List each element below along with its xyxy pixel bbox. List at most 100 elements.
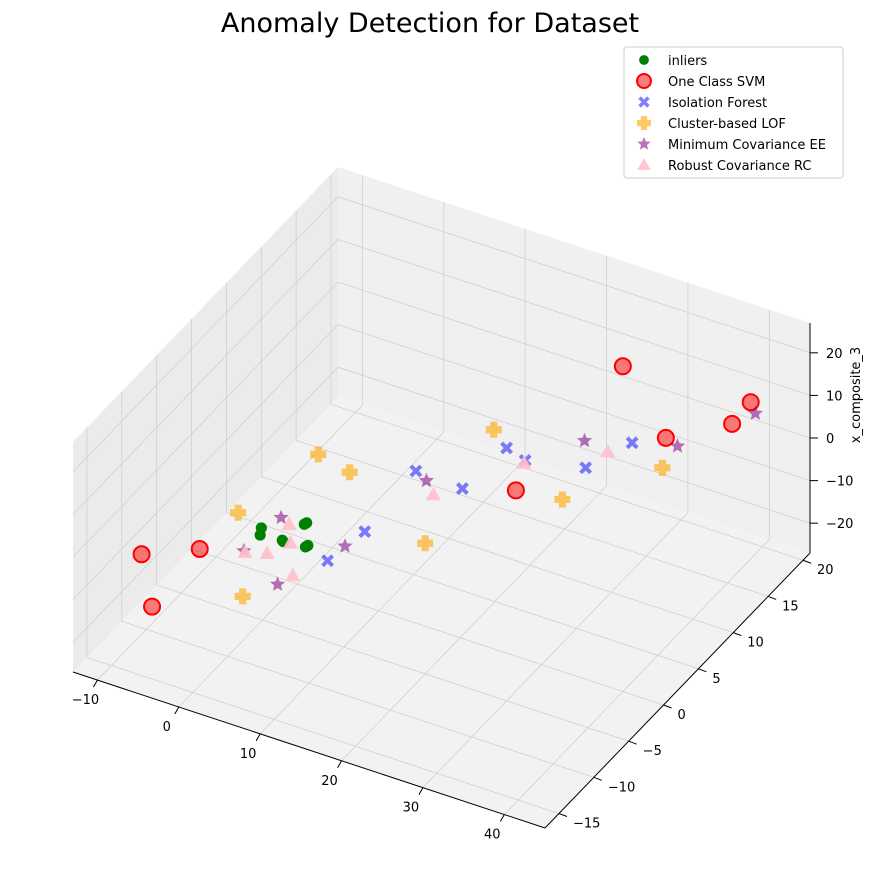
x-tick-label: 0 bbox=[163, 720, 171, 735]
grid-z-left bbox=[72, 239, 339, 515]
x-tick-mark bbox=[418, 787, 424, 795]
legend-box bbox=[623, 46, 844, 179]
grid-y-floor bbox=[330, 403, 804, 561]
legend-label: Minimum Covariance EE bbox=[668, 138, 826, 153]
data-point bbox=[625, 436, 639, 450]
legend-label: Cluster-based LOF bbox=[668, 117, 786, 132]
grid-y-floor bbox=[86, 657, 560, 814]
x-axis-line bbox=[72, 671, 546, 829]
data-point bbox=[723, 414, 742, 433]
data-point bbox=[302, 539, 314, 552]
legend-marker bbox=[636, 73, 652, 89]
y-tick-label: −15 bbox=[573, 817, 600, 832]
data-point bbox=[656, 428, 675, 447]
legend: inliers One Class SVM Isolation Forest Clus… bbox=[623, 46, 844, 179]
y-tick-mark bbox=[733, 632, 742, 637]
data-point bbox=[669, 438, 686, 453]
legend-marker bbox=[637, 158, 651, 170]
data-point bbox=[190, 539, 209, 558]
y-axis-line bbox=[544, 552, 811, 829]
grid-z-back bbox=[337, 281, 811, 439]
grid-x-floor bbox=[259, 458, 526, 735]
y-tick-mark bbox=[802, 559, 812, 564]
grid-z-back bbox=[337, 324, 811, 481]
y-tick-label: 0 bbox=[678, 708, 686, 723]
y-tick-mark bbox=[663, 704, 672, 709]
y-tick-mark bbox=[698, 668, 707, 673]
grid-y-floor bbox=[156, 584, 629, 742]
data-point bbox=[281, 516, 297, 531]
data-point bbox=[237, 544, 253, 558]
data-point bbox=[310, 446, 327, 463]
y-tick-label: 5 bbox=[712, 672, 720, 687]
axes-panes bbox=[73, 167, 810, 828]
series-isolation-forest bbox=[321, 436, 639, 568]
legend-marker bbox=[637, 137, 651, 150]
grid-z-back bbox=[337, 196, 811, 354]
data-point bbox=[747, 405, 763, 420]
x-tick-mark bbox=[499, 814, 505, 822]
data-point bbox=[500, 441, 513, 455]
data-point bbox=[516, 455, 532, 469]
data-point bbox=[230, 504, 247, 521]
data-point bbox=[285, 567, 301, 582]
data-point bbox=[654, 459, 671, 476]
data-point bbox=[321, 554, 334, 568]
series-robust-covariance-rc bbox=[237, 443, 616, 582]
data-point bbox=[132, 545, 151, 564]
data-point bbox=[259, 545, 275, 559]
y-tick-label: 10 bbox=[747, 636, 764, 651]
grid-x-floor bbox=[504, 539, 770, 815]
z-tick-label: −20 bbox=[826, 517, 853, 532]
data-point bbox=[282, 534, 298, 549]
data-point bbox=[485, 421, 502, 438]
legend-label: Robust Covariance RC bbox=[668, 159, 812, 174]
floor-pane bbox=[73, 397, 810, 828]
legend-marker bbox=[637, 116, 651, 130]
legend-marker bbox=[639, 55, 649, 65]
y-tick-mark bbox=[628, 740, 637, 745]
grid-x-floor bbox=[422, 512, 689, 788]
grid-y-floor bbox=[121, 620, 594, 778]
data-point bbox=[298, 518, 310, 530]
data-point bbox=[273, 509, 289, 525]
x-tick-mark bbox=[255, 733, 261, 742]
data-point bbox=[270, 576, 286, 591]
data-point bbox=[613, 357, 632, 376]
grid-z-left bbox=[72, 366, 339, 643]
series-inliers bbox=[254, 517, 314, 553]
legend-label: Isolation Forest bbox=[668, 96, 767, 111]
z-tick-label: −10 bbox=[826, 475, 853, 490]
data-point bbox=[554, 491, 571, 508]
data-point bbox=[409, 464, 423, 478]
y-tick-mark bbox=[558, 813, 568, 817]
data-point bbox=[358, 525, 372, 539]
x-tick-mark bbox=[174, 706, 180, 715]
data-point bbox=[576, 432, 593, 448]
data-point bbox=[741, 393, 760, 412]
y-tick-label: 15 bbox=[782, 599, 799, 614]
grid-y-floor bbox=[261, 476, 734, 633]
data-point bbox=[579, 461, 593, 475]
legend-marker bbox=[638, 96, 650, 108]
y-tick-mark bbox=[593, 776, 602, 781]
series-one-class-svm bbox=[132, 357, 760, 616]
legend-label: One Class SVM bbox=[668, 75, 765, 90]
grid-z-back bbox=[337, 366, 811, 524]
data-point bbox=[234, 588, 251, 605]
grid-x-floor bbox=[341, 485, 607, 762]
data-point bbox=[600, 443, 616, 458]
z-tick-label: 0 bbox=[826, 432, 834, 447]
data-point bbox=[425, 486, 441, 501]
tick-labels: −10 0 10 20 30 40 −15 −10 −5 0 5 10 15 20 −20 −10 0 10 20 bbox=[72, 347, 854, 843]
grid-z-left bbox=[72, 324, 339, 600]
x-tick-mark bbox=[92, 679, 98, 688]
grid-lines bbox=[72, 174, 811, 815]
grid-z-left bbox=[72, 196, 339, 473]
grid-z-left bbox=[72, 281, 339, 558]
y-tick-label: −5 bbox=[643, 744, 662, 759]
grid-y-floor bbox=[226, 512, 699, 670]
grid-x-floor bbox=[178, 431, 445, 708]
x-tick-label: 30 bbox=[403, 801, 420, 816]
